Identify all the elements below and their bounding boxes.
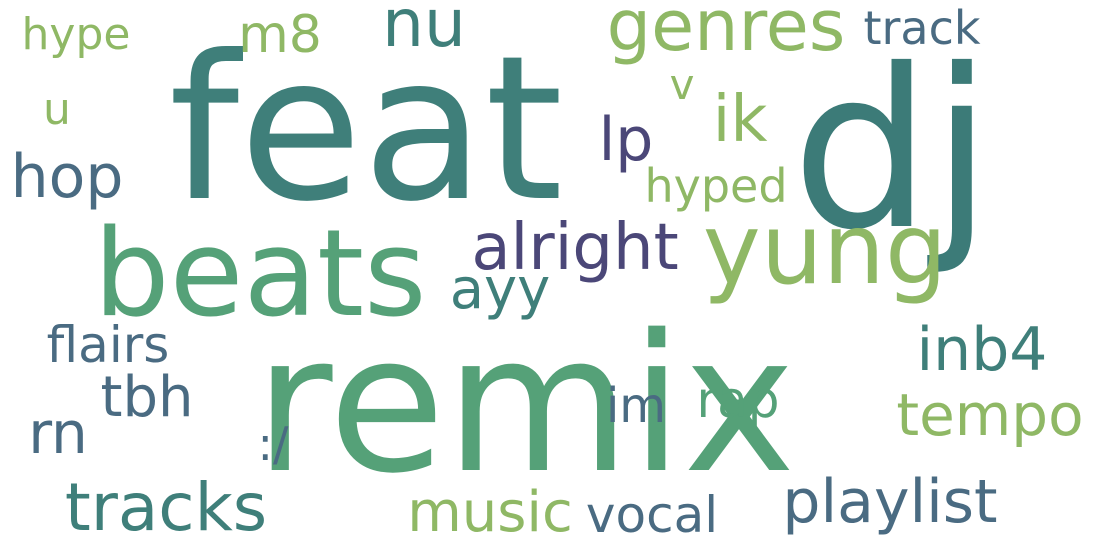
- word-vocal: vocal: [585, 486, 719, 544]
- word-track: track: [863, 1, 981, 55]
- word-tbh: tbh: [100, 365, 194, 430]
- word-u: u: [43, 84, 71, 135]
- word-hyped: hyped: [644, 159, 788, 213]
- word-inb4: inb4: [916, 315, 1048, 385]
- word-yung: yung: [702, 193, 948, 307]
- word-tempo: tempo: [896, 381, 1084, 449]
- word-nu: nu: [382, 0, 466, 62]
- word-alright: alright: [471, 211, 679, 285]
- word-tracks: tracks: [64, 469, 268, 546]
- word-remix: remix: [254, 294, 796, 515]
- word-flairs: flairs: [46, 316, 170, 374]
- word-v: v: [669, 60, 695, 109]
- word-ayy: ayy: [449, 257, 551, 322]
- word-hype: hype: [21, 9, 131, 60]
- word-im: im: [605, 378, 667, 434]
- word-rap: rap: [696, 371, 780, 429]
- word-ik: ik: [712, 83, 768, 157]
- word-dj: dj: [791, 22, 993, 278]
- word-playlist: playlist: [782, 467, 998, 537]
- word-hop: hop: [10, 142, 124, 212]
- word-music: music: [407, 480, 573, 545]
- word-genres: genres: [606, 0, 846, 67]
- word-m8: m8: [238, 5, 322, 65]
- word-rn: rn: [28, 399, 88, 467]
- word-feat: feat: [168, 13, 564, 246]
- word-beats: beats: [93, 205, 427, 344]
- word-colon-slash: :/: [257, 417, 289, 471]
- word-lp: lp: [598, 105, 654, 175]
